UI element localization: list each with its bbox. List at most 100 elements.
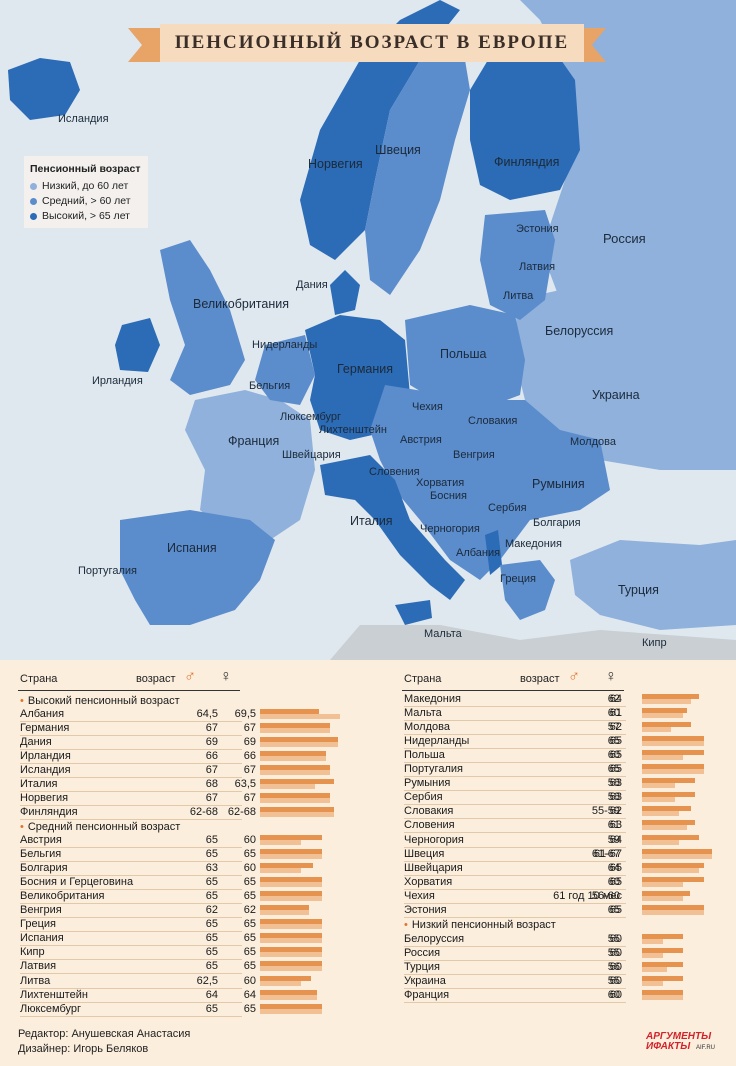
table-row: Румыния 63 58 — [404, 777, 626, 792]
map-label-belarus: Белоруссия — [545, 324, 614, 338]
male-age: 63 — [609, 791, 622, 804]
female-age-bar — [642, 769, 704, 775]
legend-item-low: Низкий, до 60 лет — [30, 180, 142, 192]
male-age-bar — [642, 778, 696, 784]
row-divider — [404, 776, 626, 778]
male-age: 67 — [205, 792, 218, 805]
map-label-lithuania: Литва — [503, 290, 534, 302]
map-shapes — [8, 0, 736, 660]
female-age: 64 — [243, 988, 256, 1001]
female-age-bar — [260, 742, 338, 748]
map-label-luxembourg: Люксембург — [280, 411, 342, 423]
table-row: Германия 67 67 — [20, 722, 256, 737]
female-age-bar — [260, 938, 322, 944]
male-age-bar — [642, 848, 712, 854]
male-age: 68 — [205, 778, 218, 791]
country-name: Македония — [404, 693, 461, 705]
map-label-turkey: Турция — [618, 583, 659, 597]
male-age: 63 — [609, 777, 622, 790]
row-divider — [404, 762, 626, 764]
table-row: Босния и Герцеговина 65 65 — [20, 876, 256, 891]
map-label-ireland: Ирландия — [92, 375, 143, 387]
table-row: Венгрия 62 62 — [20, 904, 256, 919]
male-age-bar — [260, 933, 322, 939]
albania-shape — [485, 530, 502, 575]
table-row: Хорватия 65 60 — [404, 876, 626, 890]
female-age-bar — [260, 812, 334, 818]
male-age: 65 — [205, 946, 218, 959]
female-age: 69 — [243, 736, 256, 749]
male-age-bar — [642, 764, 704, 770]
male-age: 60 — [609, 933, 622, 945]
female-age: 62 — [607, 693, 620, 705]
map-label-russia: Россия — [603, 231, 646, 246]
row-divider — [20, 1015, 242, 1017]
male-age-bar — [260, 961, 322, 967]
female-age-bar — [642, 713, 683, 719]
female-age-bar — [642, 755, 683, 761]
male-age-bar — [642, 876, 704, 882]
female-age-bar — [260, 728, 330, 734]
map-label-estonia: Эстония — [516, 223, 559, 235]
map-label-germany: Германия — [337, 362, 394, 376]
country-name: Мальта — [404, 707, 442, 720]
country-name: Великобритания — [20, 890, 105, 903]
male-age: 65 — [609, 861, 622, 874]
female-age-bar — [260, 952, 322, 958]
male-age-bar — [642, 722, 692, 728]
table-row: Албания 64,5 69,5 — [20, 708, 256, 722]
turkey-shape — [570, 540, 736, 630]
male-age-bar — [642, 934, 683, 939]
female-age-bar — [642, 797, 675, 803]
male-age: 65 — [205, 848, 218, 861]
map-label-finland: Финляндия — [494, 155, 560, 169]
row-divider — [20, 875, 242, 877]
table-row: Франция 60 60 — [404, 989, 626, 1004]
country-name: Норвегия — [20, 792, 69, 805]
female-age-bar — [260, 896, 322, 902]
female-age: 65 — [243, 918, 256, 931]
row-divider — [20, 903, 242, 905]
female-age-bar — [642, 895, 683, 901]
map-label-greece: Греция — [500, 573, 536, 585]
map-label-switzerland: Швейцария — [282, 449, 341, 461]
female-age: 65 — [607, 763, 620, 776]
female-age-bar — [260, 966, 322, 972]
table-row: Болгария 63 60 — [20, 862, 256, 877]
male-age: 61 год 10 мес — [553, 889, 622, 902]
male-age-bar — [260, 905, 310, 911]
female-age-bar — [642, 953, 663, 959]
finland-shape — [470, 30, 580, 200]
iberia-shape — [120, 510, 275, 625]
female-age: 65 — [243, 960, 256, 973]
row-divider — [20, 791, 242, 793]
male-age: 66 — [205, 750, 218, 763]
ireland-shape — [115, 318, 160, 372]
male-age: 65 — [205, 932, 218, 945]
male-age: 65 — [205, 876, 218, 889]
row-divider — [404, 888, 626, 890]
table-row: Литва 62,5 60 — [20, 974, 256, 989]
male-age: 65 — [205, 918, 218, 931]
row-divider — [404, 974, 626, 976]
male-age: 62-68 — [189, 806, 218, 819]
male-age: 60 — [609, 961, 622, 974]
pension-age-table: Страна возраст ♂ ♀ Страна возраст ♂ ♀ • В… — [0, 660, 736, 1066]
male-age: 61-67 — [593, 847, 622, 860]
male-age: 65 — [609, 735, 622, 748]
male-age: 65 — [205, 890, 218, 903]
map-label-denmark: Дания — [296, 279, 328, 291]
female-age: 61 — [607, 819, 620, 832]
greece-shape — [500, 560, 555, 620]
map-label-liechtenstein: Лихтенштейн — [319, 424, 387, 436]
italy-shape — [320, 455, 465, 600]
group-high-label: • Высокий пенсионный возраст — [20, 695, 180, 707]
country-name: Литва — [20, 974, 51, 987]
female-age-bar — [642, 741, 704, 747]
table-row: Италия 68 63,5 — [20, 778, 256, 793]
female-age: 65 — [243, 890, 256, 903]
row-divider — [404, 720, 626, 722]
country-name: Польша — [404, 749, 445, 762]
male-icon: ♂ — [568, 668, 580, 685]
male-age-bar — [642, 820, 696, 826]
